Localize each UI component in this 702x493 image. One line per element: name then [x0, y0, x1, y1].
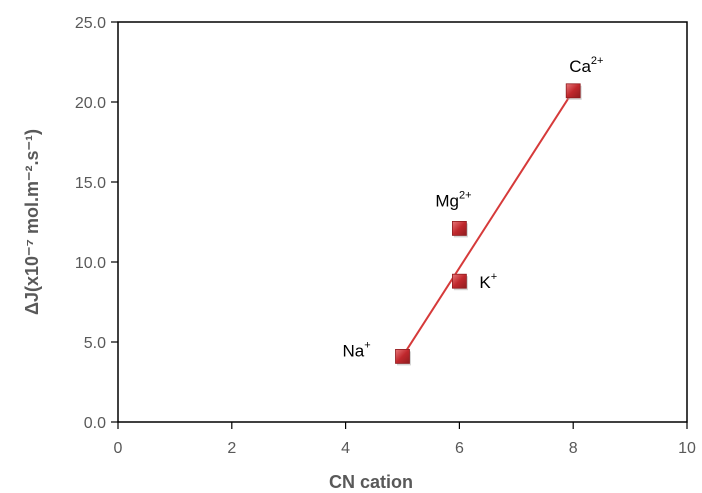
- point-label-na: Na+: [343, 339, 371, 360]
- point-labels: Na+K+Mg2+Ca2+: [343, 55, 604, 361]
- point-label-k: K+: [479, 271, 497, 292]
- point-label-charge: +: [364, 339, 370, 351]
- x-axis-ticks: 0 2 4 6 8 10: [114, 422, 696, 457]
- y-tick-label: 25.0: [75, 15, 106, 32]
- point-label-mg: Mg2+: [435, 189, 471, 210]
- point-label-element: Na: [343, 341, 365, 360]
- point-label-element: K: [479, 273, 491, 292]
- data-points: [395, 83, 582, 366]
- x-tick-label: 2: [227, 440, 236, 457]
- x-tick-label: 4: [341, 440, 350, 457]
- y-tick-label: 10.0: [75, 255, 106, 272]
- point-label-element: Ca: [569, 57, 591, 76]
- data-point-k: [451, 273, 467, 289]
- x-axis-title: CN cation: [329, 472, 413, 492]
- trendline: [401, 90, 575, 357]
- x-tick-label: 10: [678, 440, 696, 457]
- trendline-group: [401, 90, 575, 357]
- y-tick-label: 15.0: [75, 175, 106, 192]
- data-point-mg: [451, 220, 467, 236]
- y-axis-ticks: 0.0 5.0 10.0 15.0 20.0 25.0: [75, 15, 118, 432]
- data-point-na: [395, 348, 410, 364]
- point-label-charge: 2+: [591, 55, 604, 67]
- x-tick-label: 0: [114, 440, 123, 457]
- point-label-charge: +: [491, 271, 497, 283]
- y-tick-label: 0.0: [84, 415, 106, 432]
- y-axis-title: ΔJ(x10⁻⁷ mol.m⁻².s⁻¹): [22, 129, 42, 315]
- x-tick-label: 8: [569, 440, 578, 457]
- point-label-charge: 2+: [459, 189, 472, 201]
- x-tick-label: 6: [455, 440, 464, 457]
- point-label-ca: Ca2+: [569, 55, 603, 76]
- point-label-element: Mg: [435, 191, 459, 210]
- y-tick-label: 5.0: [84, 335, 106, 352]
- y-tick-label: 20.0: [75, 95, 106, 112]
- data-point-ca: [565, 83, 581, 99]
